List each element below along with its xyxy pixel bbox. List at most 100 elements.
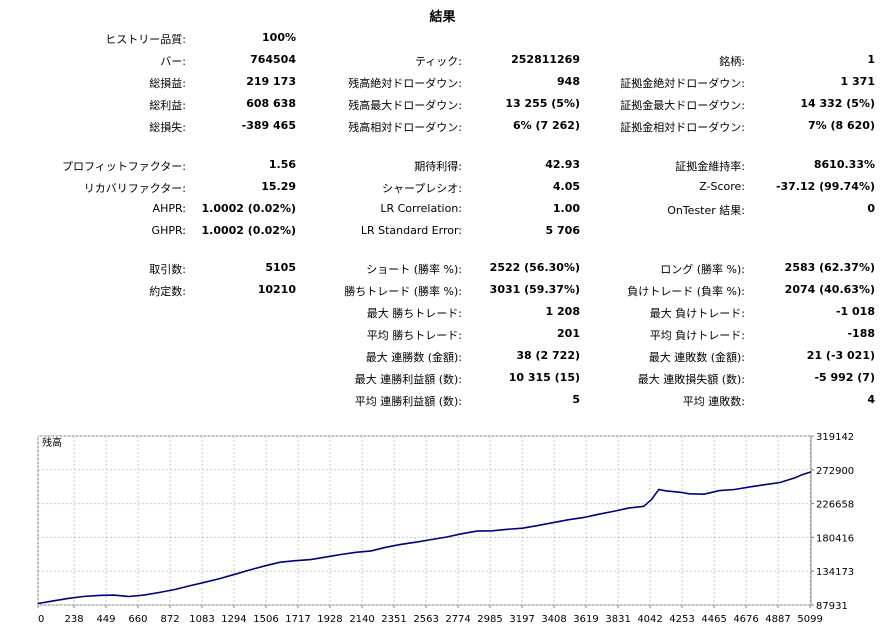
stat-value-balance-dd-abs: 948 xyxy=(557,75,580,88)
balance-chart: 残高 87931 134173 180416 226658 272900 319142 0… xyxy=(37,432,854,625)
stat-label-average-loss: 平均 負けトレード: xyxy=(649,329,745,342)
x-tick-label: 3408 xyxy=(541,614,566,625)
chart-grid xyxy=(37,435,811,606)
stat-value-avg-consec-wins: 5 xyxy=(572,393,580,406)
x-tick-label: 2351 xyxy=(381,614,406,625)
stat-value-max-consec-loss: -5 992 (7) xyxy=(814,371,875,384)
stat-value-ontester-result: 0 xyxy=(867,202,875,215)
y-tick-label: 87931 xyxy=(816,601,848,612)
x-tick-label: 3619 xyxy=(573,614,598,625)
stat-value-gross-loss: -389 465 xyxy=(241,119,296,132)
stat-value-profit-trades: 3031 (59.37%) xyxy=(489,283,580,296)
stat-value-ahpr: 1.0002 (0.02%) xyxy=(201,202,297,215)
x-tick-label: 5099 xyxy=(797,614,822,625)
stat-label-total-deals: 約定数: xyxy=(149,285,186,298)
stat-value-profit-factor: 1.56 xyxy=(268,158,296,171)
x-tick-label: 1294 xyxy=(221,614,246,625)
stat-label-largest-loss: 最大 負けトレード: xyxy=(649,307,745,320)
stat-value-balance-dd-max: 13 255 (5%) xyxy=(505,97,580,110)
x-tick-label: 1083 xyxy=(189,614,214,625)
y-tick-label: 180416 xyxy=(816,533,854,544)
stat-label-ontester-result: OnTester 結果: xyxy=(667,204,745,217)
stat-value-symbol: 1 xyxy=(867,53,875,66)
stat-value-bars: 764504 xyxy=(250,53,296,66)
stat-value-total-trades: 5105 xyxy=(265,261,296,274)
stat-value-avg-consec-losses: 4 xyxy=(867,393,875,406)
stat-value-sharpe-ratio: 4.05 xyxy=(552,180,580,193)
stat-label-equity-dd-abs: 証拠金絶対ドローダウン: xyxy=(620,77,745,90)
stat-label-long-trades: ロング (勝率 %): xyxy=(660,263,745,276)
x-tick-label: 2140 xyxy=(349,614,374,625)
stat-value-expected-payoff: 42.93 xyxy=(545,158,580,171)
chart-title: 残高 xyxy=(42,436,62,449)
stat-label-net-profit: 総損益: xyxy=(149,77,186,90)
y-tick-label: 319142 xyxy=(816,432,854,443)
stat-label-margin-level: 証拠金維持率: xyxy=(675,160,745,173)
x-tick-label: 872 xyxy=(160,614,179,625)
stat-label-largest-profit: 最大 勝ちトレード: xyxy=(366,307,462,320)
stat-label-profit-trades: 勝ちトレード (勝率 %): xyxy=(344,285,462,298)
stat-value-max-consec-wins: 38 (2 722) xyxy=(516,349,580,362)
stat-label-profit-factor: プロフィットファクター: xyxy=(61,160,186,173)
stat-label-average-profit: 平均 勝ちトレード: xyxy=(366,329,462,342)
stat-value-average-profit: 201 xyxy=(557,327,580,340)
stat-label-sharpe-ratio: シャープレシオ: xyxy=(381,182,462,195)
stat-value-net-profit: 219 173 xyxy=(246,75,296,88)
stat-value-ticks: 252811269 xyxy=(511,53,580,66)
x-tick-label: 2774 xyxy=(445,614,470,625)
stat-value-recovery-factor: 15.29 xyxy=(261,180,296,193)
stat-value-margin-level: 8610.33% xyxy=(813,158,875,171)
x-tick-label: 2985 xyxy=(477,614,502,625)
stat-value-ghpr: 1.0002 (0.02%) xyxy=(201,224,297,237)
stat-value-balance-dd-rel: 6% (7 262) xyxy=(512,119,580,132)
stat-label-balance-dd-abs: 残高絶対ドローダウン: xyxy=(348,77,462,90)
x-tick-label: 3831 xyxy=(605,614,630,625)
y-tick-label: 134173 xyxy=(816,567,854,578)
stat-label-max-consec-losses: 最大 連敗数 (金額): xyxy=(648,351,745,364)
stat-value-short-trades: 2522 (56.30%) xyxy=(489,261,580,274)
stat-label-max-consec-profit: 最大 連勝利益額 (数): xyxy=(354,373,462,386)
stat-value-average-loss: -188 xyxy=(847,327,875,340)
stat-label-equity-dd-rel: 証拠金相対ドローダウン: xyxy=(620,121,745,134)
x-tick-label: 1506 xyxy=(253,614,278,625)
stat-value-equity-dd-rel: 7% (8 620) xyxy=(807,119,875,132)
stat-value-max-consec-profit: 10 315 (15) xyxy=(508,371,580,384)
y-tick-label: 226658 xyxy=(816,500,854,511)
stat-label-symbol: 銘柄: xyxy=(719,55,745,68)
stat-value-largest-loss: -1 018 xyxy=(835,305,875,318)
x-tick-label: 1717 xyxy=(285,614,310,625)
stat-label-loss-trades: 負けトレード (負率 %): xyxy=(627,285,745,298)
x-tick-label: 449 xyxy=(96,614,115,625)
stat-label-bars: バー: xyxy=(160,55,186,68)
stat-label-balance-dd-rel: 残高相対ドローダウン: xyxy=(348,121,462,134)
stat-label-max-consec-loss: 最大 連敗損失額 (数): xyxy=(637,373,745,386)
stat-label-balance-dd-max: 残高最大ドローダウン: xyxy=(348,99,462,112)
stat-value-total-deals: 10210 xyxy=(257,283,296,296)
stat-value-lr-std-error: 5 706 xyxy=(545,224,580,237)
stat-label-recovery-factor: リカバリファクター: xyxy=(83,182,186,195)
x-tick-label: 2563 xyxy=(413,614,438,625)
x-tick-label: 0 xyxy=(38,614,44,625)
x-tick-label: 4676 xyxy=(733,614,758,625)
stat-value-long-trades: 2583 (62.37%) xyxy=(784,261,875,274)
stat-label-avg-consec-wins: 平均 連勝利益額 (数): xyxy=(354,395,462,408)
stat-label-avg-consec-losses: 平均 連敗数: xyxy=(682,395,745,408)
stat-value-largest-profit: 1 208 xyxy=(545,305,580,318)
stat-value-z-score: -37.12 (99.74%) xyxy=(775,180,875,193)
stat-label-lr-std-error: LR Standard Error: xyxy=(360,224,462,237)
y-axis-ticks: 87931 134173 180416 226658 272900 319142 xyxy=(811,432,854,612)
stat-label-equity-dd-max: 証拠金最大ドローダウン: xyxy=(620,99,745,112)
balance-series-line xyxy=(37,471,812,605)
stat-value-history-quality: 100% xyxy=(262,31,296,44)
stat-value-max-consec-losses: 21 (-3 021) xyxy=(806,349,875,362)
page-title: 結果 xyxy=(429,10,456,25)
x-tick-label: 1928 xyxy=(317,614,342,625)
stat-label-z-score: Z-Score: xyxy=(699,180,745,193)
stat-value-equity-dd-abs: 1 371 xyxy=(840,75,875,88)
stat-value-gross-profit: 608 638 xyxy=(246,97,296,110)
stat-value-lr-correlation: 1.00 xyxy=(552,202,580,215)
stat-label-gross-loss: 総損失: xyxy=(149,121,186,134)
x-axis-ticks: 0 238 449 660 872 1083 1294 1506 1717 1928 2140 235… xyxy=(37,605,823,625)
stat-value-equity-dd-max: 14 332 (5%) xyxy=(800,97,875,110)
x-tick-label: 238 xyxy=(64,614,83,625)
